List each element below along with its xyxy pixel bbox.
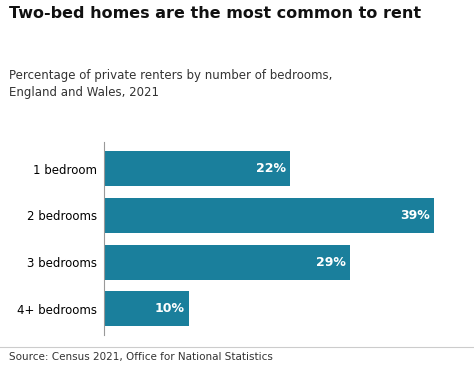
Bar <box>104 198 434 233</box>
Bar <box>104 151 291 186</box>
Text: C: C <box>458 362 467 370</box>
Bar <box>104 244 350 280</box>
Text: 10%: 10% <box>155 302 185 315</box>
Text: B: B <box>416 362 424 370</box>
Text: 29%: 29% <box>316 256 346 268</box>
Text: 22%: 22% <box>256 162 286 175</box>
Text: Percentage of private renters by number of bedrooms,
England and Wales, 2021: Percentage of private renters by number … <box>9 69 333 99</box>
Text: Source: Census 2021, Office for National Statistics: Source: Census 2021, Office for National… <box>9 352 273 362</box>
Bar <box>104 291 189 326</box>
Text: Two-bed homes are the most common to rent: Two-bed homes are the most common to ren… <box>9 6 421 21</box>
Text: B: B <box>437 362 446 370</box>
Text: 39%: 39% <box>401 209 430 222</box>
